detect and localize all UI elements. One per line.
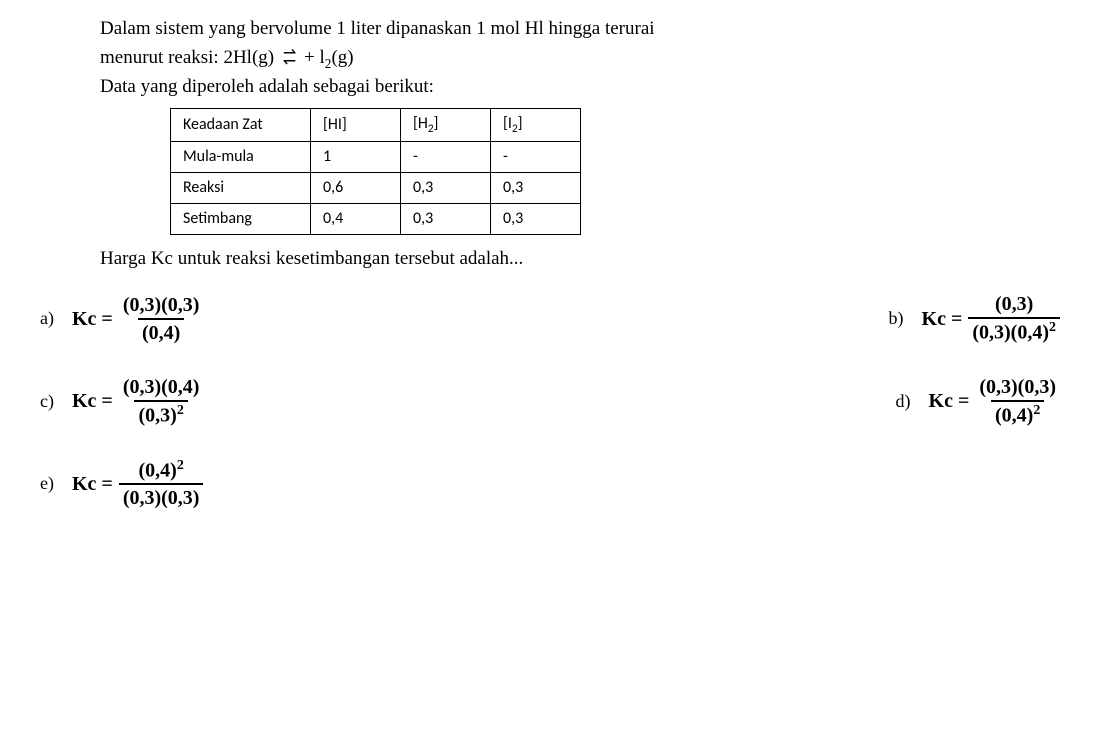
option-a-eq: Kc = (0,3)(0,3) (0,4) (72, 292, 203, 346)
option-e: e) Kc = (0,4)2 (0,3)(0,3) (40, 457, 203, 512)
fraction: (0,3)(0,3) (0,4)2 (975, 374, 1060, 429)
table-row: Setimbang 0,4 0,3 0,3 (171, 203, 581, 234)
option-letter-c: c) (40, 388, 54, 415)
question-line-3: Data yang diperoleh adalah sebagai berik… (100, 73, 1079, 102)
reaction-post: + l (299, 47, 325, 68)
option-letter-d: d) (896, 388, 911, 415)
th-hi: [HI] (311, 108, 401, 141)
reaction-end: (g) (331, 47, 353, 68)
question-text: Dalam sistem yang bervolume 1 liter dipa… (100, 15, 1079, 102)
option-d: d) Kc = (0,3)(0,3) (0,4)2 (896, 374, 1060, 429)
equilibrium-arrows-icon: ⇀↽ (283, 50, 295, 66)
fraction: (0,3) (0,3)(0,4)2 (968, 291, 1060, 346)
options-row-2: c) Kc = (0,3)(0,4) (0,3)2 d) Kc = (0,3)(… (40, 374, 1060, 429)
options-row-1: a) Kc = (0,3)(0,3) (0,4) b) Kc = (0,3) (… (40, 291, 1060, 346)
option-c-eq: Kc = (0,3)(0,4) (0,3)2 (72, 374, 203, 429)
table-row: Mula-mula 1 - - (171, 141, 581, 172)
th-i2: [I2] (491, 108, 581, 141)
th-keadaan: Keadaan Zat (171, 108, 311, 141)
option-b: b) Kc = (0,3) (0,3)(0,4)2 (889, 291, 1060, 346)
option-b-eq: Kc = (0,3) (0,3)(0,4)2 (922, 291, 1060, 346)
question-line-2: menurut reaksi: 2Hl(g) ⇀↽ + l2(g) (100, 44, 1079, 74)
th-h2: [H2] (401, 108, 491, 141)
option-a: a) Kc = (0,3)(0,3) (0,4) (40, 291, 203, 346)
option-d-eq: Kc = (0,3)(0,3) (0,4)2 (929, 374, 1060, 429)
table-row: Reaksi 0,6 0,3 0,3 (171, 172, 581, 203)
followup-text: Harga Kc untuk reaksi kesetimbangan ters… (100, 245, 1079, 274)
question-line-1: Dalam sistem yang bervolume 1 liter dipa… (100, 15, 1079, 44)
option-letter-a: a) (40, 305, 54, 332)
reaction-pre: menurut reaksi: 2Hl(g) (100, 47, 279, 68)
option-letter-e: e) (40, 470, 54, 497)
fraction: (0,3)(0,4) (0,3)2 (119, 374, 204, 429)
fraction: (0,3)(0,3) (0,4) (119, 292, 204, 346)
option-c: c) Kc = (0,3)(0,4) (0,3)2 (40, 374, 203, 429)
option-e-eq: Kc = (0,4)2 (0,3)(0,3) (72, 457, 203, 512)
option-letter-b: b) (889, 305, 904, 332)
table-header-row: Keadaan Zat [HI] [H2] [I2] (171, 108, 581, 141)
data-table: Keadaan Zat [HI] [H2] [I2] Mula-mula 1 -… (170, 108, 581, 235)
fraction: (0,4)2 (0,3)(0,3) (119, 457, 204, 512)
options-row-3: e) Kc = (0,4)2 (0,3)(0,3) (40, 457, 1060, 512)
